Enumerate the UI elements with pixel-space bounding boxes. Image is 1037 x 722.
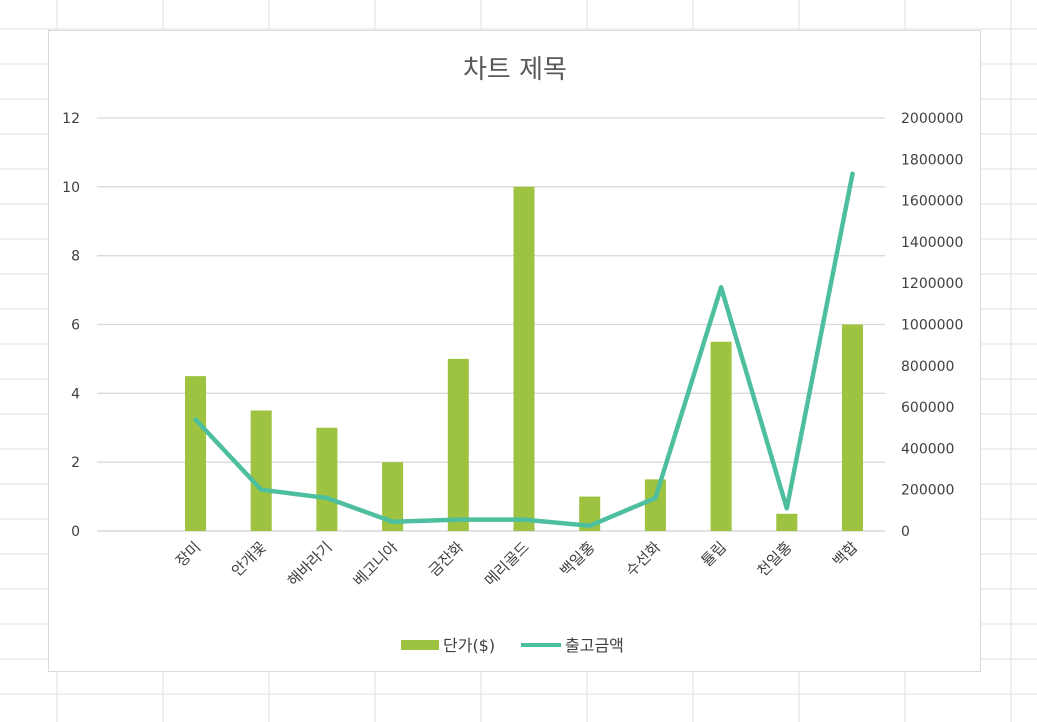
left-tick-label: 8 (71, 249, 80, 265)
bar-series (185, 186, 863, 532)
bar[interactable] (382, 462, 404, 531)
bar[interactable] (185, 376, 206, 531)
line-series (193, 171, 855, 529)
right-tick-label: 0 (901, 524, 910, 540)
chart-title[interactable]: 차트 제목 (463, 55, 567, 85)
left-axis-ticks: 0 2 4 6 8 10 12 (62, 111, 80, 540)
left-tick-label: 10 (62, 180, 80, 196)
bar[interactable] (842, 324, 863, 532)
bar[interactable] (710, 341, 732, 531)
bar[interactable] (316, 427, 338, 531)
category-label: 안개꽃 (228, 538, 270, 580)
legend-label: 단가($) (443, 636, 495, 655)
left-tick-label: 2 (71, 455, 80, 471)
legend-bar-swatch (401, 640, 439, 650)
category-label: 백합 (829, 538, 861, 570)
right-tick-label: 1200000 (901, 276, 963, 292)
category-label: 메리골드 (481, 538, 533, 590)
category-label: 수선화 (622, 538, 664, 580)
category-label: 장미 (172, 538, 204, 570)
category-label: 튤립 (698, 538, 730, 570)
legend: 단가($) 출고금액 (401, 636, 624, 655)
left-tick-label: 6 (71, 318, 80, 334)
category-label: 해바라기 (284, 538, 336, 590)
left-tick-label: 0 (71, 524, 80, 540)
category-label: 천일홍 (754, 538, 796, 580)
right-tick-label: 800000 (901, 359, 954, 375)
right-axis-ticks: 0 200000 400000 600000 800000 1000000 1200000 1… (901, 111, 963, 540)
right-tick-label: 400000 (901, 441, 954, 457)
bar[interactable] (644, 479, 666, 531)
right-tick-label: 200000 (901, 483, 954, 499)
legend-label: 출고금액 (565, 636, 624, 655)
right-tick-label: 1600000 (901, 194, 963, 210)
category-label: 백일홍 (557, 538, 599, 580)
right-tick-label: 1800000 (901, 152, 963, 168)
right-tick-label: 1000000 (901, 318, 963, 334)
series-line[interactable] (193, 171, 855, 529)
bar[interactable] (513, 186, 535, 532)
category-label: 베고니아 (350, 538, 402, 590)
category-axis-labels: 장미 안개꽃 해바라기 베고니아 금잔화 메리골드 백일홍 수선화 튤립 천일홍 백합 (172, 538, 861, 590)
left-tick-label: 4 (71, 386, 80, 402)
gridlines (97, 117, 885, 532)
bar[interactable] (776, 513, 798, 531)
right-tick-label: 2000000 (901, 111, 963, 127)
right-tick-label: 600000 (901, 400, 954, 416)
bar[interactable] (250, 410, 272, 531)
category-label: 금잔화 (425, 538, 467, 580)
left-tick-label: 12 (62, 111, 80, 127)
right-tick-label: 1400000 (901, 235, 963, 251)
bar[interactable] (447, 358, 469, 531)
